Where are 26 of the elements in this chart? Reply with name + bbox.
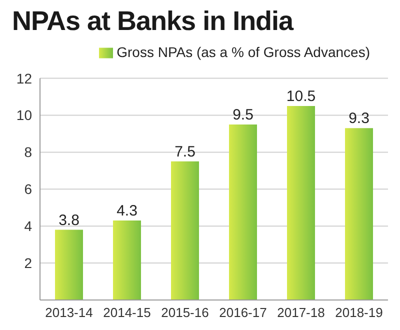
bar <box>113 220 141 300</box>
bar <box>171 161 199 300</box>
data-label: 9.3 <box>348 110 370 128</box>
x-tick-label: 2018-19 <box>335 305 383 320</box>
x-tick-label: 2014-15 <box>103 305 151 320</box>
bar <box>287 106 315 300</box>
legend-label: Gross NPAs (as a % of Gross Advances) <box>116 44 370 60</box>
bar <box>229 124 257 300</box>
x-tick-label: 2013-14 <box>45 305 93 320</box>
data-label: 7.5 <box>174 143 196 160</box>
chart-title: NPAs at Banks in India <box>12 6 294 37</box>
x-tick-label: 2015-16 <box>161 305 209 320</box>
y-tick-label: 6 <box>24 181 32 198</box>
y-tick-label: 2 <box>24 255 32 272</box>
x-tick-label: 2017-18 <box>277 305 325 320</box>
y-tick-label: 10 <box>16 107 32 124</box>
bar <box>345 128 373 300</box>
y-tick-label: 8 <box>24 144 32 160</box>
data-label: 9.5 <box>232 106 254 124</box>
y-tick-label: 4 <box>24 218 32 234</box>
data-label: 3.8 <box>58 212 80 229</box>
bar <box>55 230 83 300</box>
data-label: 4.3 <box>116 202 138 220</box>
x-tick-label: 2016-17 <box>219 305 267 320</box>
y-tick-label: 12 <box>16 70 32 86</box>
data-label: 10.5 <box>286 88 316 106</box>
